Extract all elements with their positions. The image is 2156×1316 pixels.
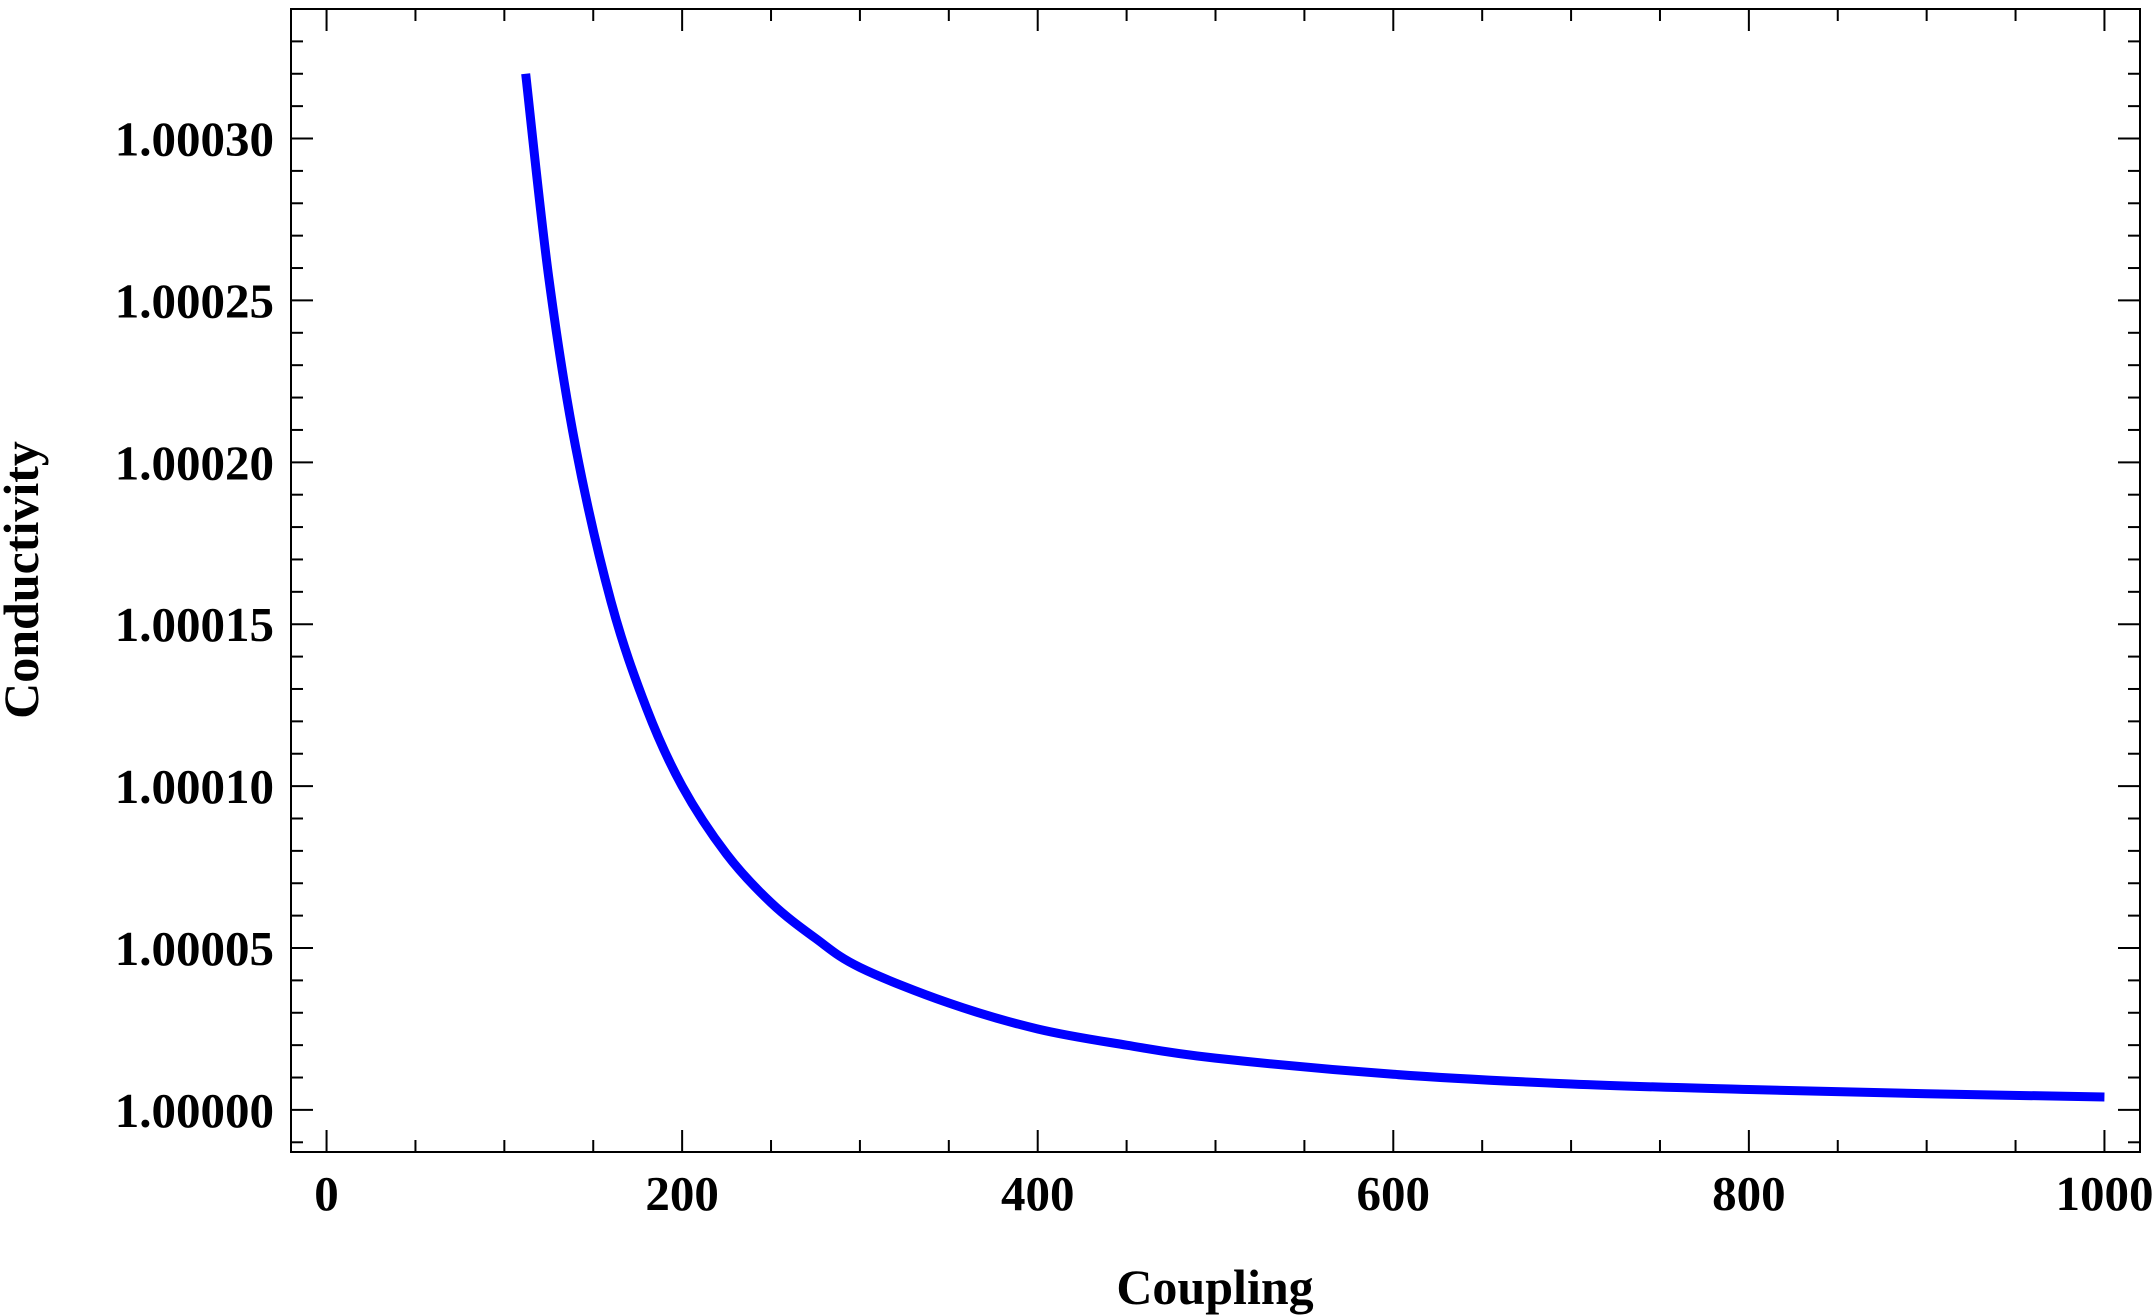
y-tick-label: 1.00000 bbox=[115, 1083, 274, 1138]
y-axis-title: Conductivity bbox=[0, 441, 49, 719]
series-group bbox=[521, 73, 2105, 1102]
x-axis-title: Coupling bbox=[1116, 1259, 1313, 1315]
x-axis-ticks bbox=[325, 9, 2106, 1152]
x-tick-label: 1000 bbox=[2055, 1166, 2153, 1221]
x-tick-label: 0 bbox=[314, 1166, 339, 1221]
y-tick-label: 1.00025 bbox=[115, 273, 274, 328]
y-tick-label: 1.00020 bbox=[115, 435, 274, 490]
y-tick-label: 1.00015 bbox=[115, 597, 274, 652]
y-tick-label: 1.00030 bbox=[115, 112, 274, 167]
y-axis-tick-labels: 1.00000 1.00005 1.00010 1.00015 1.00020 1.000… bbox=[115, 112, 274, 1138]
x-tick-label: 800 bbox=[1712, 1166, 1786, 1221]
x-tick-label: 400 bbox=[1001, 1166, 1075, 1221]
y-tick-label: 1.00010 bbox=[115, 759, 274, 814]
x-axis-tick-labels: 0 200 400 600 800 1000 bbox=[314, 1166, 2153, 1221]
y-axis-ticks bbox=[291, 40, 2140, 1144]
series-line-0 bbox=[521, 73, 2105, 1102]
x-tick-label: 600 bbox=[1357, 1166, 1431, 1221]
plot-frame bbox=[290, 8, 2141, 1153]
x-tick-label: 200 bbox=[645, 1166, 719, 1221]
y-tick-label: 1.00005 bbox=[115, 921, 274, 976]
